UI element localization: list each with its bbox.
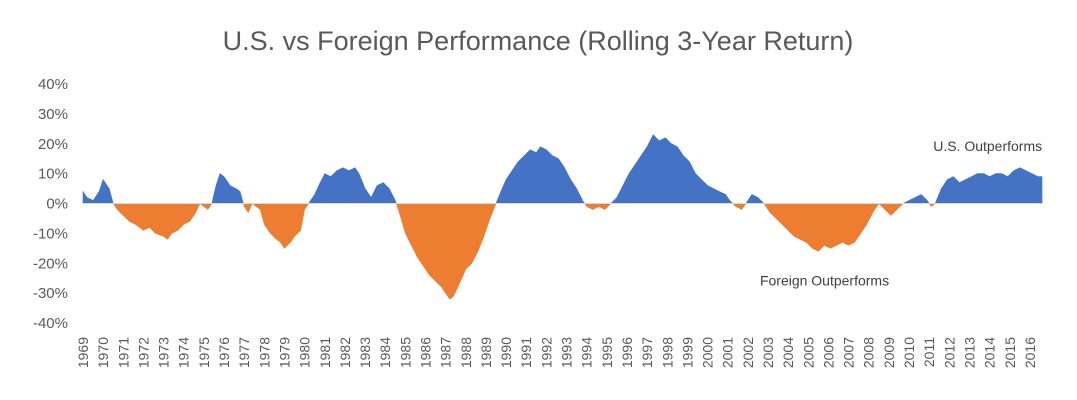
us-outperform-area — [308, 167, 397, 204]
x-tick-label: 1983 — [357, 337, 373, 368]
x-tick-label: 1989 — [478, 337, 494, 368]
x-tick-label: 2013 — [961, 337, 977, 368]
x-tick-label: 2001 — [720, 337, 736, 368]
x-tick-label: 1975 — [196, 337, 212, 368]
x-tick-label: 1974 — [176, 337, 192, 368]
y-tick-label: 20% — [38, 136, 68, 153]
x-tick-label: 2007 — [841, 337, 857, 368]
x-tick-label: 1995 — [599, 337, 615, 368]
x-tick-label: 2015 — [1002, 337, 1018, 368]
chart-title: U.S. vs Foreign Performance (Rolling 3-Y… — [223, 26, 854, 56]
x-tick-label: 1985 — [397, 337, 413, 368]
x-tick-label: 2016 — [1022, 337, 1038, 368]
x-tick-label: 1986 — [418, 337, 434, 368]
y-tick-label: 30% — [38, 106, 68, 123]
foreign-outperform-area — [763, 203, 880, 252]
x-tick-label: 1970 — [95, 337, 111, 368]
y-tick-label: 40% — [38, 76, 68, 93]
y-tick-label: -30% — [33, 285, 68, 302]
us-outperform-area — [934, 167, 1043, 204]
x-tick-label: 1991 — [518, 337, 534, 368]
x-tick-label: 2004 — [780, 337, 796, 368]
x-tick-label: 2009 — [881, 337, 897, 368]
x-tick-label: 1971 — [115, 337, 131, 368]
x-tick-label: 1993 — [559, 337, 575, 368]
foreign-outperform-area — [199, 203, 213, 210]
x-tick-label: 2011 — [921, 337, 937, 367]
foreign-outperform-area — [395, 203, 497, 300]
y-tick-label: 0% — [46, 196, 68, 213]
x-tick-label: 1982 — [337, 337, 353, 368]
x-tick-label: 1981 — [317, 337, 333, 368]
us-outperform-area — [495, 146, 586, 204]
x-tick-label: 2006 — [820, 337, 836, 368]
x-tick-label: 1996 — [619, 337, 635, 368]
annotation-label: Foreign Outperforms — [760, 273, 889, 289]
x-tick-label: 1992 — [538, 337, 554, 368]
y-axis: 40% 30% 20% 10% 0% -10% -20% -30% -40% — [33, 76, 68, 332]
us-outperform-area — [902, 194, 930, 204]
x-tick-label: 2008 — [861, 337, 877, 368]
x-tick-label: 2014 — [982, 337, 998, 368]
us-outperform-area — [211, 173, 244, 204]
foreign-outperform-area — [112, 203, 201, 240]
x-tick-label: 1998 — [659, 337, 675, 368]
x-tick-label: 1980 — [297, 337, 313, 368]
x-tick-label: 1977 — [236, 337, 252, 368]
x-tick-label: 1987 — [438, 337, 454, 368]
x-tick-label: 2002 — [740, 337, 756, 368]
x-tick-label: 1979 — [276, 337, 292, 368]
x-tick-label: 1984 — [377, 337, 393, 368]
foreign-outperform-area — [251, 203, 310, 249]
x-tick-label: 1973 — [156, 337, 172, 368]
foreign-outperform-area — [584, 203, 612, 210]
x-tick-label: 1990 — [498, 337, 514, 368]
x-tick-label: 1997 — [639, 337, 655, 368]
y-tick-label: -20% — [33, 255, 68, 272]
y-tick-label: -40% — [33, 315, 68, 332]
foreign-outperform-area — [878, 203, 904, 216]
annotations: U.S. Outperforms Foreign Outperforms — [760, 138, 1042, 288]
x-tick-label: 2003 — [760, 337, 776, 368]
us-outperform-area — [82, 178, 114, 204]
x-tick-label: 2010 — [901, 337, 917, 368]
x-axis: 1969 1970 1971 1972 1973 1974 1975 1976 1977 1978… — [75, 337, 1038, 368]
plot-area — [82, 134, 1043, 300]
x-tick-label: 2000 — [700, 337, 716, 368]
foreign-outperform-area — [731, 203, 747, 210]
annotation-label: U.S. Outperforms — [933, 138, 1042, 154]
x-tick-label: 2005 — [800, 337, 816, 368]
x-tick-label: 1969 — [75, 337, 91, 368]
x-tick-label: 1978 — [256, 337, 272, 368]
x-tick-label: 1994 — [579, 337, 595, 368]
x-tick-label: 1988 — [458, 337, 474, 368]
us-outperform-area — [610, 134, 734, 204]
y-tick-label: -10% — [33, 225, 68, 242]
foreign-outperform-area — [243, 203, 253, 214]
y-tick-label: 10% — [38, 166, 68, 183]
x-tick-label: 1999 — [679, 337, 695, 368]
x-tick-label: 1976 — [216, 337, 232, 368]
x-tick-label: 1972 — [135, 337, 151, 368]
x-tick-label: 2012 — [941, 337, 957, 368]
us-outperform-area — [745, 194, 765, 204]
